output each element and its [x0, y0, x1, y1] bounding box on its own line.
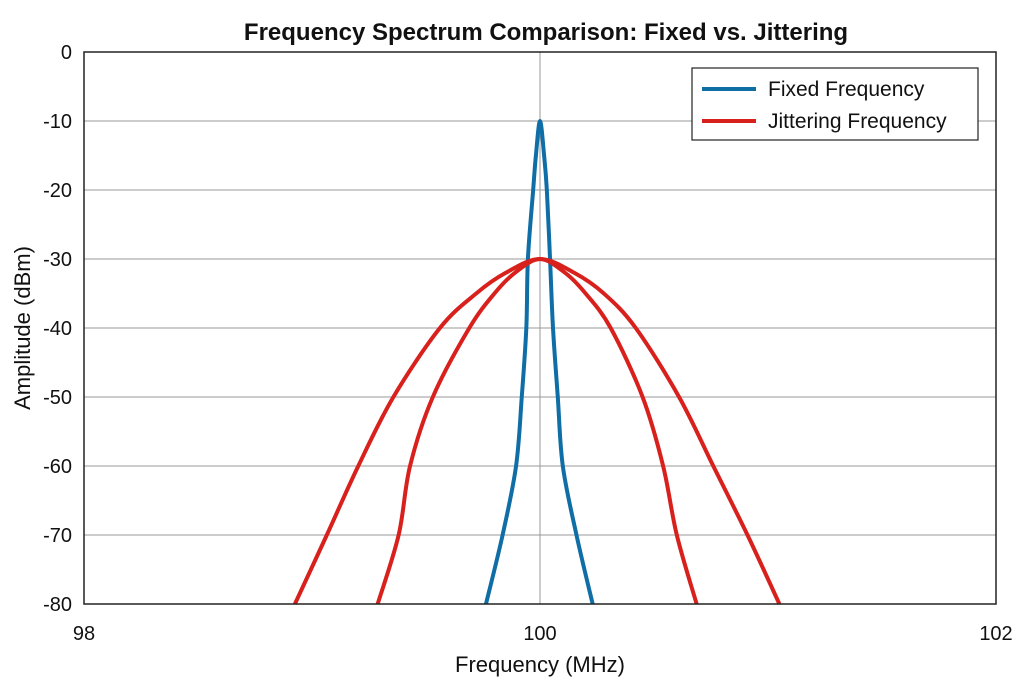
- x-tick-label: 98: [73, 623, 95, 645]
- x-axis-label: Frequency (MHz): [455, 652, 625, 677]
- y-tick-label: 0: [61, 42, 72, 64]
- chart-title: Frequency Spectrum Comparison: Fixed vs.…: [244, 19, 848, 46]
- series-lines: [293, 119, 782, 605]
- x-tick-label: 100: [523, 623, 556, 645]
- legend: Fixed Frequency Jittering Frequency: [691, 67, 979, 141]
- y-tick-label: -30: [43, 249, 72, 271]
- y-tick-label: -80: [43, 594, 72, 616]
- jittering-frequency-line: [293, 257, 782, 605]
- y-tick-label: -60: [43, 456, 72, 478]
- y-tick-label: -40: [43, 318, 72, 340]
- y-tick-label: -70: [43, 525, 72, 547]
- y-axis-label: Amplitude (dBm): [10, 246, 35, 410]
- y-tick-label: -20: [43, 180, 72, 202]
- y-tick-label: -50: [43, 387, 72, 409]
- legend-label: Fixed Frequency: [768, 78, 925, 101]
- axes-box: [83, 51, 997, 605]
- fixed-frequency-line: [484, 119, 595, 605]
- x-tick-label: 102: [979, 623, 1012, 645]
- y-tick-label: -10: [43, 111, 72, 133]
- legend-label: Jittering Frequency: [768, 110, 947, 133]
- legend-box: [691, 67, 979, 141]
- jittering-frequency-inner-line: [375, 257, 699, 605]
